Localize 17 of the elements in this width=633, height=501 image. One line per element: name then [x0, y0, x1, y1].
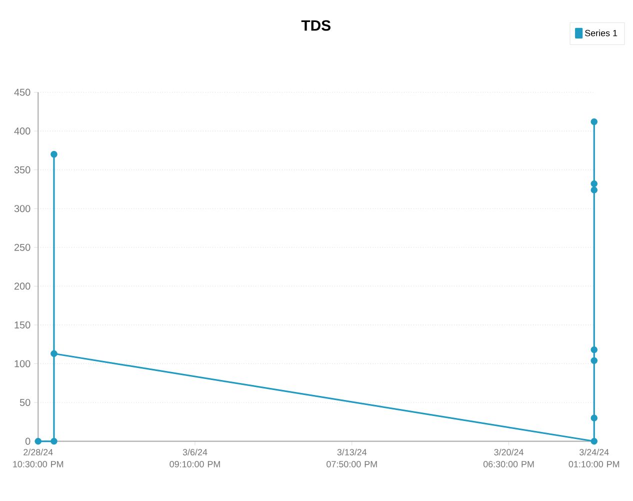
y-tick-label: 450: [14, 88, 30, 96]
y-tick-label: 350: [14, 166, 30, 174]
y-tick-label: 200: [14, 282, 30, 290]
x-tick-label: 3/24/24 01:10:00 PM: [568, 448, 620, 468]
y-tick-label: 300: [14, 205, 30, 212]
x-tick-label: 2/28/24 10:30:00 PM: [13, 448, 64, 468]
y-tick-label: 150: [14, 321, 30, 328]
chart-title: TDS: [301, 20, 330, 31]
x-tick-label: 3/6/24 09:10:00 PM: [170, 448, 220, 468]
y-tick-label: 250: [14, 244, 30, 251]
y-tick-label: 400: [14, 128, 30, 135]
y-tick-label: 100: [14, 360, 30, 368]
y-tick-label: 0: [25, 438, 30, 445]
legend-label: Series 1: [585, 30, 618, 36]
y-tick-label: 50: [20, 398, 30, 406]
x-tick-label: 3/13/24 07:50:00 PM: [326, 448, 377, 468]
x-tick-label: 3/20/24 06:30:00 PM: [483, 448, 534, 468]
